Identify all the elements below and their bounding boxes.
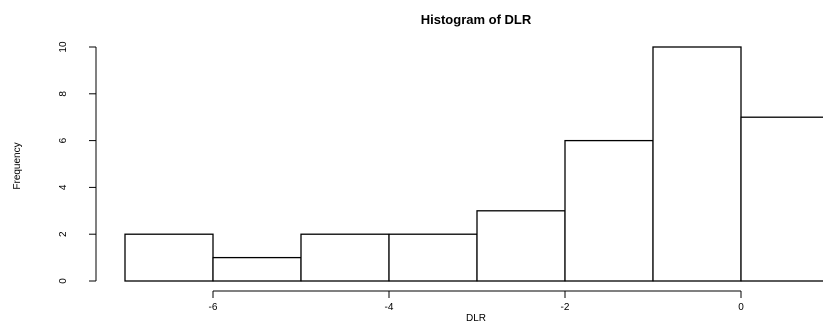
x-axis: -6 -4 -2 0: [209, 290, 744, 313]
histogram-bar-6: [652, 46, 742, 282]
y-tick-label: 0: [58, 278, 69, 284]
y-axis-label: Frequency: [12, 142, 23, 189]
y-tick-label: 8: [58, 91, 69, 97]
x-axis-label: DLR: [466, 313, 486, 323]
x-tick-label: -2: [561, 302, 570, 313]
x-tick-label: -4: [385, 302, 394, 313]
y-tick-label: 10: [58, 41, 69, 53]
x-tick-label: 0: [738, 302, 744, 313]
bars-group: [124, 46, 823, 282]
histogram-bar-0: [124, 233, 214, 282]
y-axis: 0 2 4 6 8 10: [58, 41, 97, 284]
chart-title: Histogram of DLR: [421, 12, 532, 27]
histogram-bar-4: [476, 210, 566, 282]
histogram-bar-7: [740, 116, 823, 282]
histogram-bar-1: [212, 256, 302, 282]
histogram-bar-5: [564, 139, 654, 282]
histogram-bar-3: [388, 233, 478, 282]
y-tick-label: 4: [58, 184, 69, 190]
y-tick-label: 6: [58, 137, 69, 143]
x-tick-label: -6: [209, 302, 218, 313]
y-tick-label: 2: [58, 231, 69, 237]
histogram-bar-2: [300, 233, 390, 282]
